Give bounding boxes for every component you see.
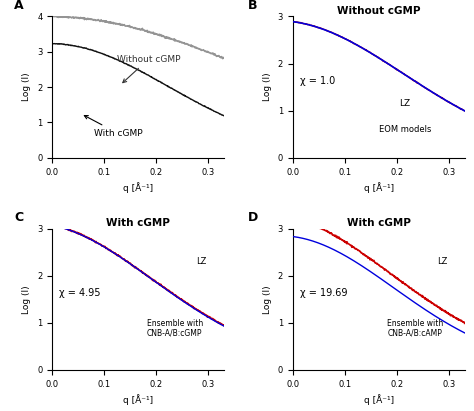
X-axis label: q [Å⁻¹]: q [Å⁻¹] (123, 394, 153, 405)
Text: Without cGMP: Without cGMP (117, 55, 180, 83)
Text: χ = 19.69: χ = 19.69 (300, 289, 347, 298)
Text: C: C (14, 211, 24, 224)
X-axis label: q [Å⁻¹]: q [Å⁻¹] (364, 394, 394, 405)
Title: With cGMP: With cGMP (106, 218, 170, 228)
Text: EOM models: EOM models (379, 125, 431, 134)
Text: D: D (248, 211, 258, 224)
Y-axis label: Log (I): Log (I) (263, 73, 272, 102)
Text: LZ: LZ (196, 257, 207, 266)
X-axis label: q [Å⁻¹]: q [Å⁻¹] (364, 182, 394, 193)
Text: Ensemble with
CNB-A/B:cGMP: Ensemble with CNB-A/B:cGMP (146, 319, 203, 338)
Text: χ = 4.95: χ = 4.95 (59, 289, 100, 298)
Text: B: B (248, 0, 257, 12)
Text: χ = 1.0: χ = 1.0 (300, 76, 335, 86)
Title: Without cGMP: Without cGMP (337, 6, 420, 16)
X-axis label: q [Å⁻¹]: q [Å⁻¹] (123, 182, 153, 193)
Title: With cGMP: With cGMP (346, 218, 410, 228)
Text: LZ: LZ (399, 99, 410, 108)
Y-axis label: Log (I): Log (I) (263, 285, 272, 314)
Text: With cGMP: With cGMP (84, 115, 142, 138)
Text: A: A (14, 0, 24, 12)
Y-axis label: Log (I): Log (I) (22, 73, 31, 102)
Text: Ensemble with
CNB-A/B:cAMP: Ensemble with CNB-A/B:cAMP (387, 319, 444, 338)
Text: LZ: LZ (437, 257, 447, 266)
Y-axis label: Log (I): Log (I) (22, 285, 31, 314)
